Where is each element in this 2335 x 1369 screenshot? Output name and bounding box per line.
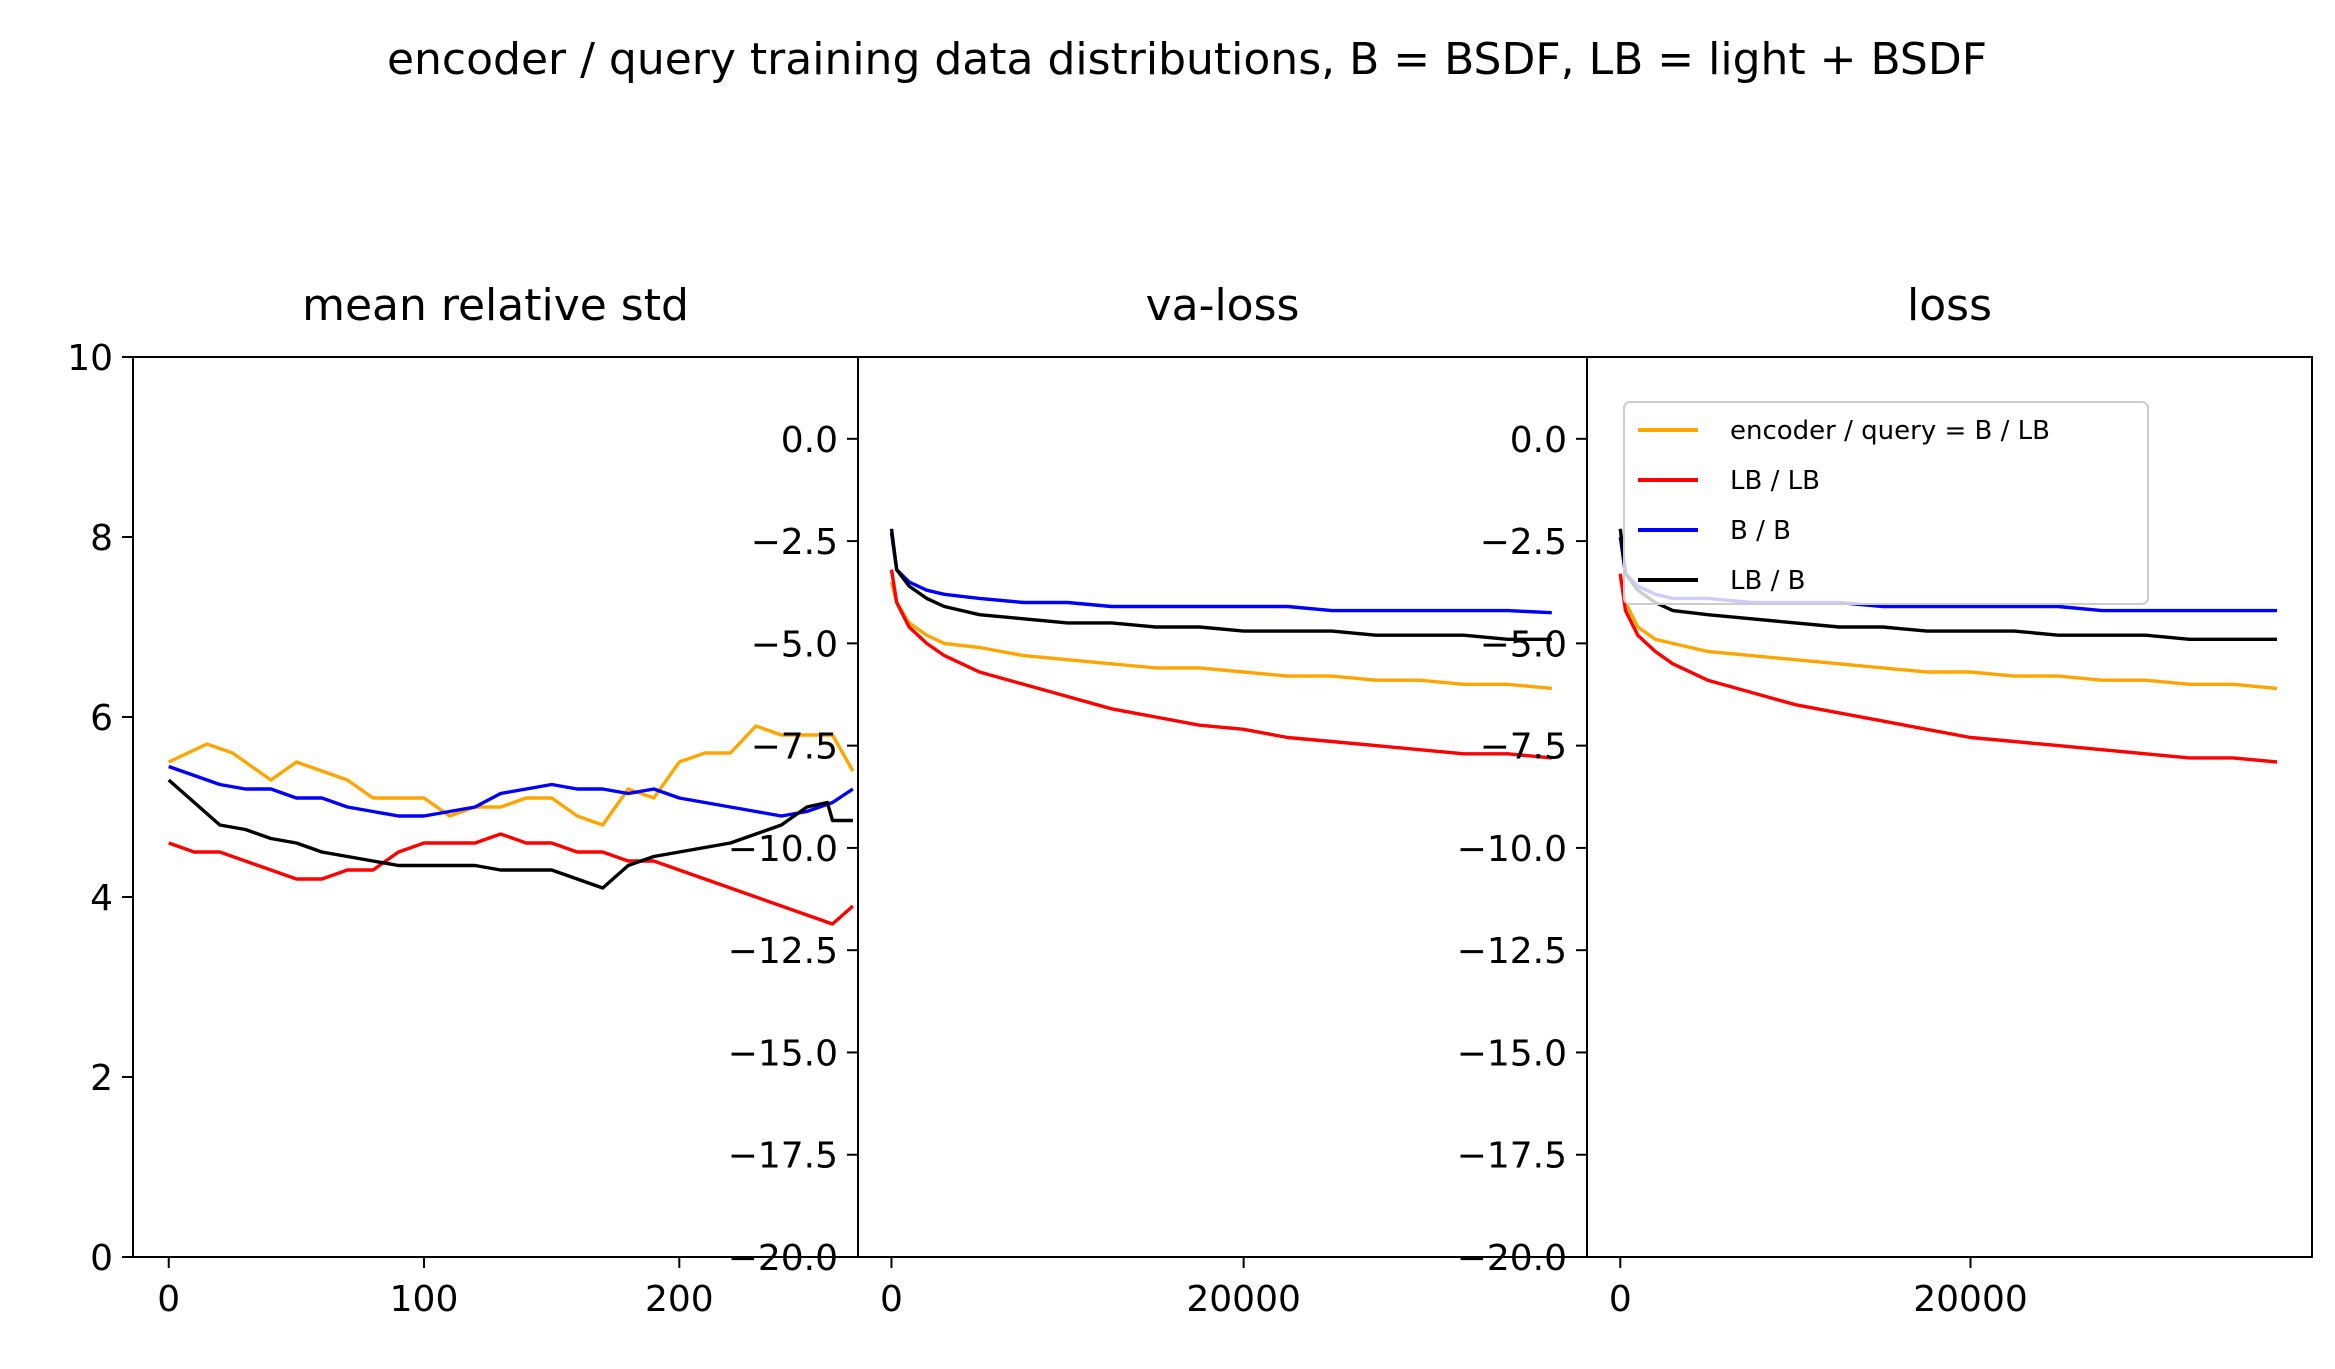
legend-box [1623,401,2149,605]
subplot-title: loss [1907,280,1992,331]
series-line-3 [889,532,1552,615]
legend: encoder / query = B / LB LB / LB B / B LB /… [1623,401,2149,605]
y-tick-label: −5.0 [751,624,838,665]
series-line-3 [168,764,854,818]
series-line-2 [1618,573,2278,764]
y-tick-label: −2.5 [1480,522,1567,563]
y-tick-label: −2.5 [751,522,838,563]
subplot-2: va-loss 0 20000 0.0 −2.5 −5.0 −7.5 −10.0 −12.5 −1… [728,280,1588,1320]
y-tick-label: −7.5 [751,727,838,768]
y-tick-label: −15.0 [1457,1033,1567,1074]
y-tick-label: 10 [67,338,113,379]
x-tick-label: 100 [390,1279,459,1320]
series-line-4 [167,778,853,890]
y-tick-label: −5.0 [1480,624,1567,665]
y-tick-label: 2 [90,1058,113,1099]
x-tick-label: 20000 [1186,1279,1301,1320]
y-tick-label: 8 [90,518,113,559]
series-line-2 [889,569,1552,760]
series-line-4 [889,528,1552,641]
y-tick-label: 0.0 [1510,420,1567,461]
subplot-3: loss 0 20000 0.0 −2.5 −5.0 −7.5 −10.0 −12.5 −15.0… [1457,280,2313,1320]
y-tick-label: −10.0 [1457,829,1567,870]
x-tick-label: 20000 [1913,1279,2028,1320]
legend-label: LB / B [1730,566,1805,596]
y-tick-label: −10.0 [728,829,838,870]
y-tick-label: −12.5 [1457,931,1567,972]
axes-frame [1586,356,2313,1258]
y-tick-label: −20.0 [728,1238,838,1279]
x-tick-label: 0 [157,1279,180,1320]
x-tick-label: 0 [880,1279,903,1320]
legend-label: LB / LB [1730,466,1820,496]
series-line-1 [167,724,855,827]
subplot-1: mean relative std 0 100 200 0 2 4 6 8 10 [67,280,859,1320]
series-line-1 [889,581,1552,691]
subplot-title: mean relative std [302,280,689,331]
series-line-2 [168,832,855,926]
y-tick-label: 0 [90,1238,113,1279]
y-tick-label: −7.5 [1480,727,1567,768]
y-tick-label: −17.5 [1457,1136,1567,1177]
y-tick-label: −15.0 [728,1033,838,1074]
y-tick-label: −12.5 [728,931,838,972]
y-tick-label: −17.5 [728,1136,838,1177]
y-tick-label: 4 [90,878,113,919]
y-tick-label: 0.0 [781,420,838,461]
subplot-title: va-loss [1146,280,1300,331]
y-tick-label: 6 [90,698,113,739]
legend-label: encoder / query = B / LB [1730,416,2050,446]
axes-layer: mean relative std 0 100 200 0 2 4 6 8 10 va-loss 0 2… [67,280,2313,1320]
x-tick-label: 200 [645,1279,714,1320]
x-tick-label: 0 [1609,1279,1632,1320]
legend-label: B / B [1730,516,1791,546]
figure-title: encoder / query training data distributi… [387,34,1987,85]
y-tick-label: −20.0 [1457,1238,1567,1279]
series-line-1 [1618,577,2278,691]
